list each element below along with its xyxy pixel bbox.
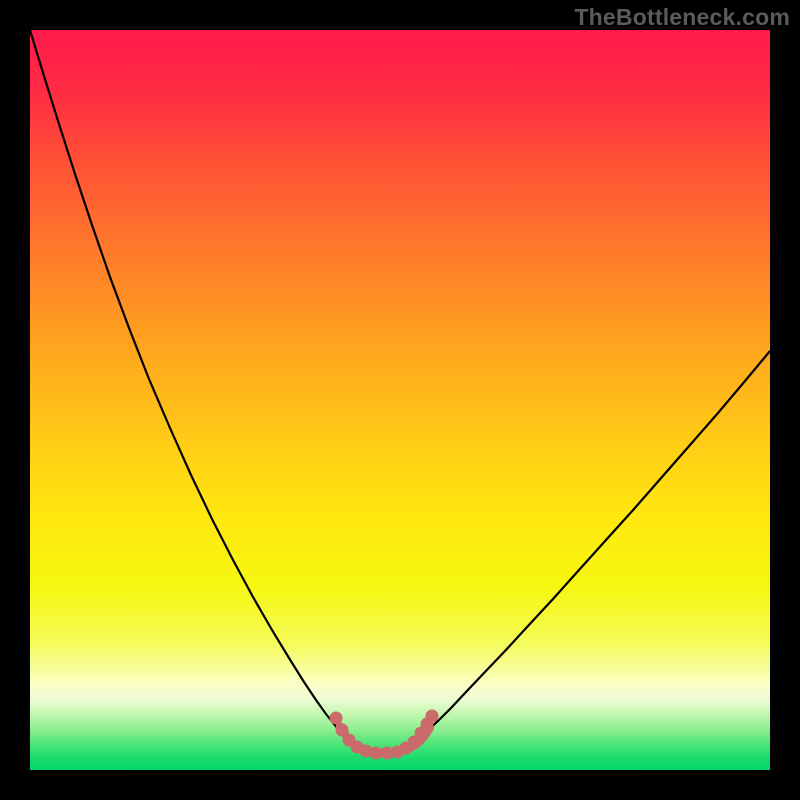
marker-dot	[330, 712, 343, 725]
marker-dot	[426, 710, 439, 723]
chart-svg	[30, 30, 770, 770]
watermark-text: TheBottleneck.com	[574, 4, 790, 31]
curve-left	[30, 30, 348, 739]
plot-area	[30, 30, 770, 770]
curve-right	[418, 351, 770, 739]
